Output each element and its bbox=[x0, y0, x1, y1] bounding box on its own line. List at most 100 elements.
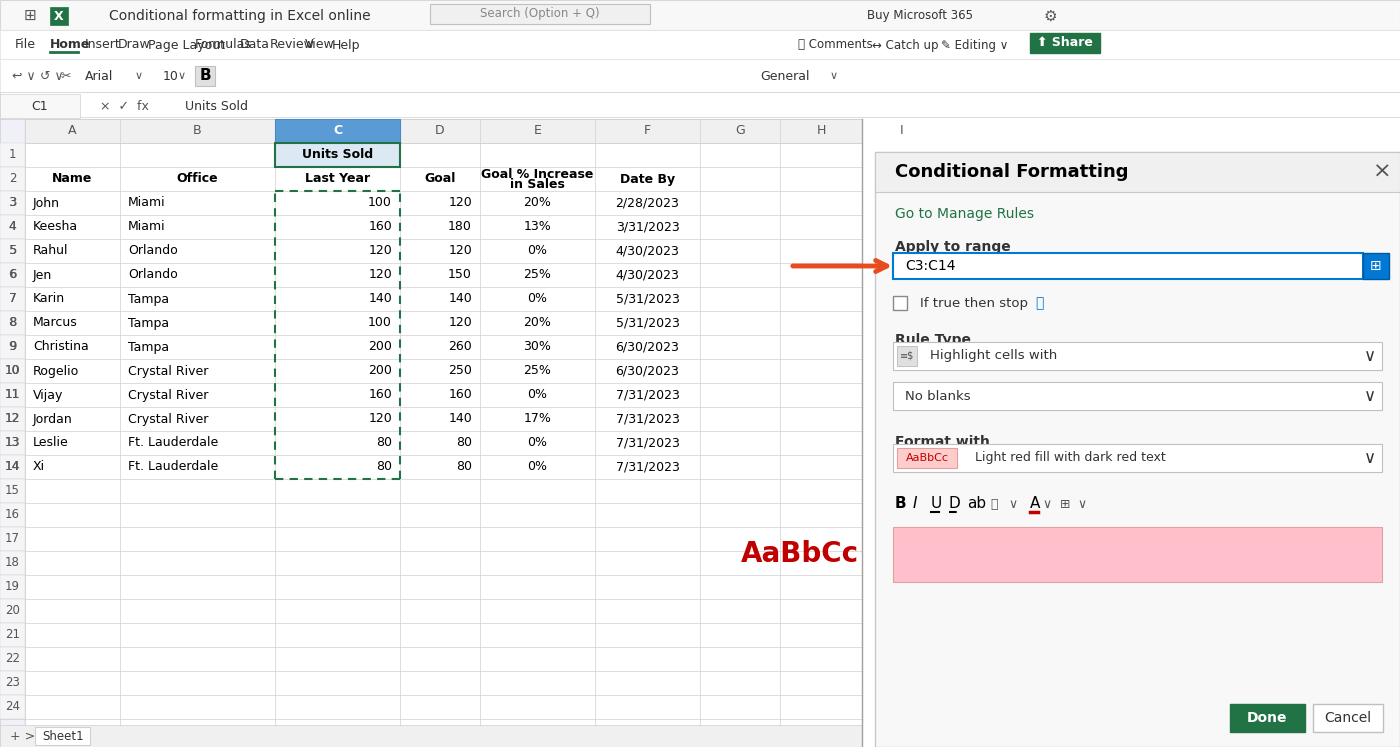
Text: I: I bbox=[913, 497, 917, 512]
Text: Ft. Lauderdale: Ft. Lauderdale bbox=[127, 460, 218, 474]
FancyBboxPatch shape bbox=[50, 7, 69, 25]
Text: Units Sold: Units Sold bbox=[185, 99, 248, 113]
Text: F: F bbox=[644, 125, 651, 137]
Text: 8: 8 bbox=[8, 317, 17, 329]
FancyBboxPatch shape bbox=[875, 152, 1400, 192]
Text: 30%: 30% bbox=[524, 341, 552, 353]
Text: Light red fill with dark red text: Light red fill with dark red text bbox=[974, 451, 1166, 465]
Text: 250: 250 bbox=[448, 365, 472, 377]
Text: Christina: Christina bbox=[34, 341, 88, 353]
Text: 4: 4 bbox=[8, 220, 17, 234]
FancyBboxPatch shape bbox=[893, 444, 1382, 472]
Text: 16: 16 bbox=[6, 509, 20, 521]
FancyBboxPatch shape bbox=[0, 455, 25, 479]
FancyBboxPatch shape bbox=[0, 0, 1400, 30]
Text: Crystal River: Crystal River bbox=[127, 412, 209, 426]
Text: ∨: ∨ bbox=[1077, 498, 1086, 510]
Text: Apply to range: Apply to range bbox=[895, 240, 1011, 254]
Text: 0%: 0% bbox=[528, 436, 547, 450]
Text: ⊞: ⊞ bbox=[1371, 259, 1382, 273]
FancyBboxPatch shape bbox=[1030, 33, 1100, 53]
FancyBboxPatch shape bbox=[1364, 253, 1389, 279]
Text: ✂: ✂ bbox=[60, 69, 70, 82]
FancyBboxPatch shape bbox=[875, 152, 1400, 747]
Text: General: General bbox=[760, 69, 809, 82]
Text: 17: 17 bbox=[6, 533, 20, 545]
Text: Marcus: Marcus bbox=[34, 317, 78, 329]
Text: Units Sold: Units Sold bbox=[302, 149, 372, 161]
Text: 18: 18 bbox=[6, 557, 20, 569]
Text: 140: 140 bbox=[448, 293, 472, 306]
Text: 23: 23 bbox=[6, 677, 20, 689]
Text: 160: 160 bbox=[448, 388, 472, 401]
FancyBboxPatch shape bbox=[0, 623, 25, 647]
Text: 7: 7 bbox=[8, 293, 17, 306]
Text: 120: 120 bbox=[448, 244, 472, 258]
Text: 5/31/2023: 5/31/2023 bbox=[616, 317, 679, 329]
Text: 20: 20 bbox=[6, 604, 20, 618]
FancyBboxPatch shape bbox=[0, 431, 25, 455]
Text: Goal % Increase: Goal % Increase bbox=[482, 167, 594, 181]
Text: Tampa: Tampa bbox=[127, 293, 169, 306]
FancyBboxPatch shape bbox=[893, 296, 907, 310]
Text: 200: 200 bbox=[368, 365, 392, 377]
Text: Leslie: Leslie bbox=[34, 436, 69, 450]
Text: ↔ Catch up: ↔ Catch up bbox=[872, 39, 938, 52]
Text: 6/30/2023: 6/30/2023 bbox=[616, 341, 679, 353]
FancyBboxPatch shape bbox=[0, 311, 25, 335]
Text: Data: Data bbox=[239, 39, 270, 52]
Text: John: John bbox=[34, 196, 60, 209]
Text: 120: 120 bbox=[368, 268, 392, 282]
Text: Date By: Date By bbox=[620, 173, 675, 185]
Text: 3: 3 bbox=[8, 196, 17, 209]
FancyBboxPatch shape bbox=[0, 287, 25, 311]
Text: 25%: 25% bbox=[524, 365, 552, 377]
Text: A: A bbox=[69, 125, 77, 137]
Text: 5: 5 bbox=[8, 244, 17, 258]
Text: 80: 80 bbox=[456, 436, 472, 450]
Text: 10: 10 bbox=[162, 69, 179, 82]
Text: 0%: 0% bbox=[528, 244, 547, 258]
FancyBboxPatch shape bbox=[0, 119, 25, 747]
Text: 13: 13 bbox=[6, 436, 20, 450]
Text: ∨: ∨ bbox=[1042, 498, 1051, 510]
FancyBboxPatch shape bbox=[893, 382, 1382, 410]
Text: 0%: 0% bbox=[528, 388, 547, 401]
Text: 11: 11 bbox=[4, 388, 21, 401]
Text: Cancel: Cancel bbox=[1324, 711, 1372, 725]
Text: 13: 13 bbox=[4, 436, 21, 450]
Text: Ft. Lauderdale: Ft. Lauderdale bbox=[127, 436, 218, 450]
Text: ⬆ Share: ⬆ Share bbox=[1037, 37, 1093, 49]
FancyBboxPatch shape bbox=[0, 119, 862, 143]
Text: ×: × bbox=[1372, 162, 1392, 182]
Text: 8: 8 bbox=[8, 317, 17, 329]
FancyBboxPatch shape bbox=[0, 671, 25, 695]
Text: 120: 120 bbox=[448, 196, 472, 209]
Text: C1: C1 bbox=[32, 99, 49, 113]
Text: D: D bbox=[435, 125, 445, 137]
FancyBboxPatch shape bbox=[0, 479, 25, 503]
Text: 12: 12 bbox=[6, 412, 20, 426]
Text: 24: 24 bbox=[6, 701, 20, 713]
Text: 140: 140 bbox=[368, 293, 392, 306]
Text: U: U bbox=[931, 497, 942, 512]
Text: Miami: Miami bbox=[127, 220, 165, 234]
FancyBboxPatch shape bbox=[0, 335, 25, 359]
Text: 6/30/2023: 6/30/2023 bbox=[616, 365, 679, 377]
Text: ×  ✓  fx: × ✓ fx bbox=[99, 99, 148, 113]
Text: 20%: 20% bbox=[524, 317, 552, 329]
Text: I: I bbox=[900, 125, 904, 137]
FancyBboxPatch shape bbox=[0, 239, 25, 263]
Text: Office: Office bbox=[176, 173, 218, 185]
Text: If true then stop: If true then stop bbox=[920, 297, 1028, 309]
Text: 9: 9 bbox=[8, 341, 17, 353]
Text: 4/30/2023: 4/30/2023 bbox=[616, 244, 679, 258]
Text: Conditional Formatting: Conditional Formatting bbox=[895, 163, 1128, 181]
Text: ⊞: ⊞ bbox=[24, 7, 36, 22]
Text: 160: 160 bbox=[368, 388, 392, 401]
Text: Orlando: Orlando bbox=[127, 268, 178, 282]
Text: 2/28/2023: 2/28/2023 bbox=[616, 196, 679, 209]
Text: 7/31/2023: 7/31/2023 bbox=[616, 412, 679, 426]
Text: ✎ Editing ∨: ✎ Editing ∨ bbox=[941, 39, 1008, 52]
Text: B: B bbox=[193, 125, 202, 137]
